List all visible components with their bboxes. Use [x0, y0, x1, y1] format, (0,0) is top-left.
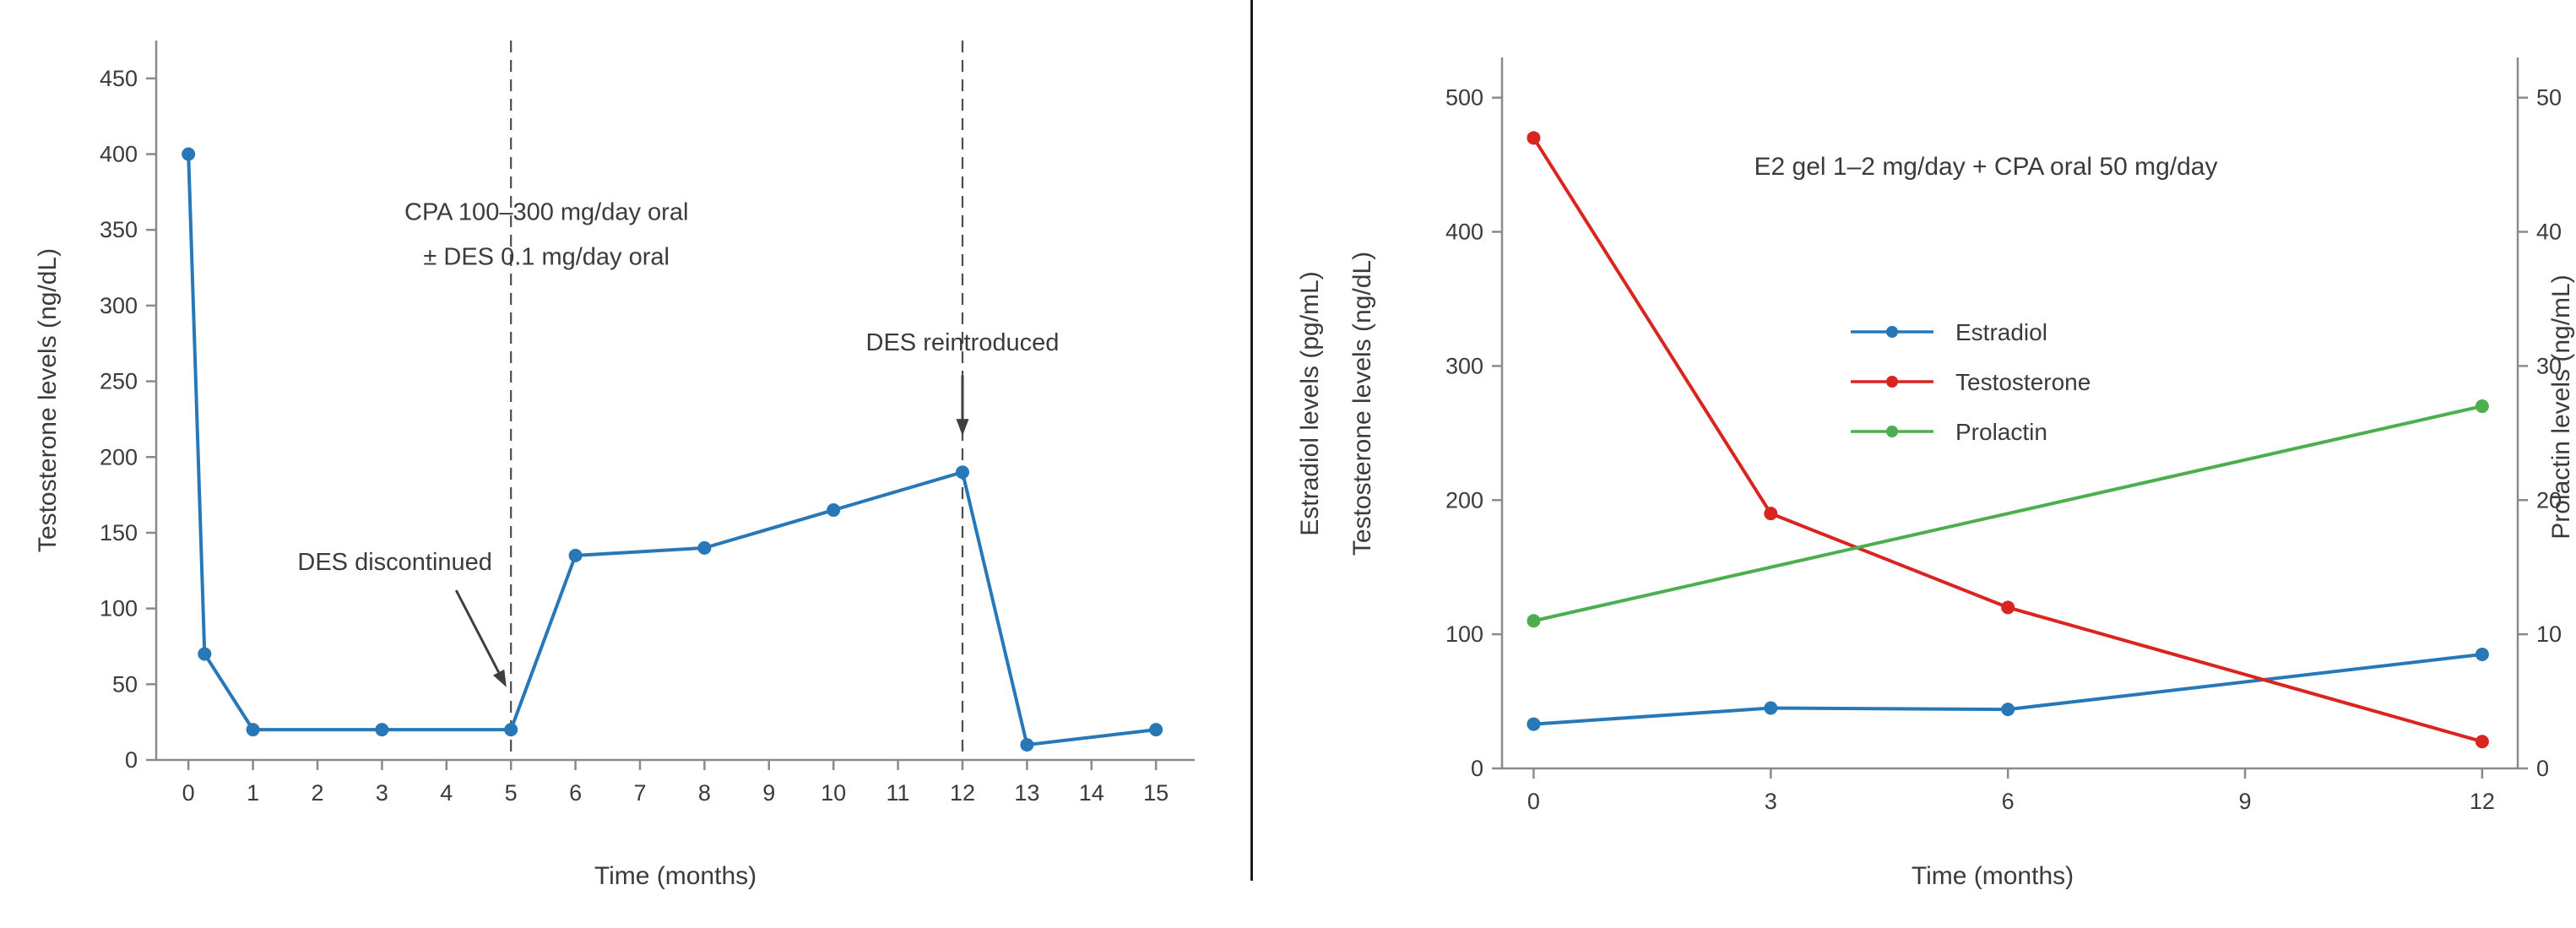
- data-point-estradiol: [2001, 703, 2015, 717]
- data-point-estradiol: [1527, 717, 1541, 731]
- y-tick-label: 350: [100, 217, 138, 242]
- y-tick-label: 300: [1445, 353, 1483, 378]
- legend-label-estradiol: Estradiol: [1955, 319, 2047, 345]
- series-line-testosterone: [1532, 136, 2484, 744]
- x-tick-label: 15: [1143, 780, 1169, 806]
- data-point-testosterone: [504, 723, 518, 737]
- right-estradiol-axis-label: Estradiol levels (pg/mL): [1296, 271, 1324, 536]
- y-tick-label: 200: [1445, 487, 1483, 513]
- x-tick-label: 3: [1765, 789, 1777, 814]
- y-tick-label: 0: [125, 747, 138, 773]
- data-point-testosterone: [1764, 507, 1778, 521]
- x-tick-label: 11: [887, 780, 910, 806]
- x-tick-label: 12: [950, 780, 975, 806]
- legend-marker-testosterone: [1886, 376, 1898, 388]
- data-point-testosterone: [697, 540, 712, 555]
- y-tick-label: 100: [100, 596, 138, 621]
- x-tick-label: 0: [1527, 789, 1540, 814]
- y-tick-label: 100: [1445, 621, 1483, 647]
- x-tick-label: 4: [440, 780, 453, 806]
- data-point-testosterone: [375, 723, 389, 737]
- y-tick-label: 500: [1445, 85, 1483, 111]
- legend-label-prolactin: Prolactin: [1955, 419, 2047, 445]
- annotation-text: DES discontinued: [297, 549, 492, 576]
- left-chart: 0 1 2 3 4 5 6 7 8 9 10 11 12 13 14 15050100150200250300…: [100, 41, 1195, 806]
- annotation-text: CPA 100–300 mg/day oral: [404, 199, 688, 226]
- annotation-arrow-head: [956, 419, 969, 437]
- y-tick-label: 400: [1445, 220, 1483, 245]
- x-tick-label: 9: [762, 780, 775, 806]
- data-point-testosterone: [2475, 735, 2489, 749]
- y-tick-label: 300: [100, 293, 138, 318]
- x-tick-label: 6: [2002, 789, 2015, 814]
- right-chart: 0 3 6 9 12 0 100 200 300 400 500 0 10 20 30 40 50 Estradi…: [1445, 57, 2562, 814]
- annotation-text: ± DES 0.1 mg/day oral: [423, 244, 670, 271]
- x-tick-label: 5: [505, 780, 518, 806]
- data-point-testosterone: [1527, 131, 1541, 145]
- x-tick-label: 7: [633, 780, 646, 806]
- data-point-testosterone: [827, 503, 841, 518]
- y-tick-label: 250: [100, 369, 138, 394]
- right-y-tick-label: 10: [2536, 621, 2562, 647]
- data-point-testosterone: [198, 647, 212, 661]
- x-tick-label: 6: [569, 780, 582, 806]
- legend-marker-prolactin: [1886, 426, 1898, 437]
- x-tick-label: 13: [1014, 780, 1039, 806]
- right-prolactin-axis-label: Prolactin levels (ng/mL): [2547, 274, 2575, 540]
- y-tick-label: 400: [100, 142, 138, 167]
- x-tick-label: 9: [2239, 789, 2252, 814]
- data-point-estradiol: [1764, 701, 1778, 715]
- x-tick-label: 1: [247, 780, 259, 806]
- x-tick-label: 2: [311, 780, 323, 806]
- left-y-axis-label: Testosterone levels (ng/dL): [34, 247, 62, 553]
- y-tick-label: 150: [100, 520, 138, 545]
- data-point-testosterone: [955, 465, 969, 480]
- data-point-prolactin: [2475, 399, 2489, 414]
- data-point-testosterone: [2001, 600, 2015, 615]
- data-point-testosterone: [182, 147, 196, 161]
- right-testosterone-axis-label: Testosterone levels (ng/dL): [1348, 251, 1376, 556]
- data-point-prolactin: [1527, 614, 1541, 628]
- y-tick-label: 0: [1471, 756, 1483, 781]
- data-point-testosterone: [1149, 723, 1163, 737]
- data-point-estradiol: [2475, 647, 2489, 661]
- x-tick-label: 14: [1079, 780, 1104, 806]
- legend-label-testosterone: Testosterone: [1955, 369, 2091, 395]
- x-tick-label: 3: [376, 780, 388, 806]
- series-line-prolactin: [1532, 404, 2484, 623]
- data-point-testosterone: [246, 723, 260, 737]
- y-tick-label: 200: [100, 444, 138, 469]
- right-y-tick-label: 20: [2536, 487, 2562, 513]
- y-tick-label: 450: [100, 66, 138, 91]
- x-tick-label: 8: [698, 780, 711, 806]
- right-x-axis-label: Time (months): [1911, 862, 2074, 890]
- series-line-testosterone: [187, 152, 1158, 747]
- series-line-estradiol: [1532, 652, 2484, 726]
- annotation-arrow-head: [492, 669, 507, 687]
- legend-marker-estradiol: [1886, 326, 1898, 338]
- right-y-tick-label: 30: [2536, 353, 2562, 378]
- panel-divider: [1250, 0, 1253, 881]
- annotation-arrow-line: [454, 589, 500, 673]
- left-x-axis-label: Time (months): [594, 862, 757, 890]
- x-tick-label: 12: [2470, 789, 2495, 814]
- right-y-tick-label: 40: [2536, 220, 2562, 245]
- x-tick-label: 0: [182, 780, 195, 806]
- x-tick-label: 10: [821, 780, 846, 806]
- right-y-tick-label: 50: [2536, 85, 2562, 111]
- annotation-text: DES reintroduced: [866, 329, 1060, 356]
- right-chart-title: E2 gel 1–2 mg/day + CPA oral 50 mg/day: [1754, 153, 2218, 181]
- right-y-tick-label: 0: [2536, 756, 2549, 781]
- data-point-testosterone: [1020, 738, 1034, 752]
- data-point-testosterone: [568, 548, 583, 562]
- y-tick-label: 50: [112, 671, 138, 697]
